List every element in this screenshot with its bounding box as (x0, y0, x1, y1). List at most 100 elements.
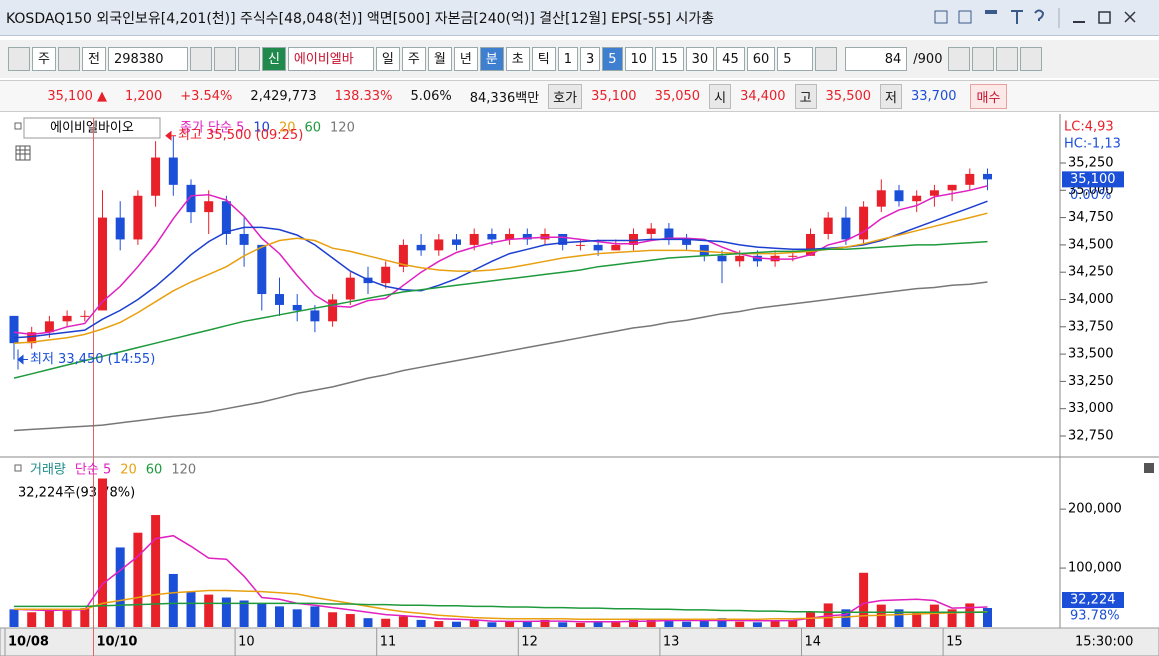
label: 호가 (548, 83, 583, 109)
volume-bar (381, 618, 391, 627)
y-tick-label: 100,000 (1068, 561, 1122, 576)
volume-bar (788, 619, 798, 627)
tool-icon[interactable] (1020, 47, 1043, 71)
volume-bar (151, 515, 161, 627)
period-button[interactable]: 초 (505, 47, 530, 71)
close[interactable] (1124, 11, 1136, 23)
y-tick-label: 35,250 (1068, 155, 1114, 170)
candle-body (168, 157, 178, 185)
current-price-box (1062, 171, 1124, 188)
candle-body (558, 233, 568, 245)
stock-name: 에이비엘바이오 (50, 121, 134, 136)
tool-icon[interactable] (996, 47, 1019, 71)
interval-button[interactable]: 1 (557, 47, 578, 71)
period-button[interactable]: 틱 (531, 47, 556, 71)
candle-body (717, 255, 727, 262)
candle-body (611, 244, 621, 251)
candle-body (646, 228, 656, 234)
volume-bar (558, 622, 568, 627)
stock-name[interactable]: 에이비엘바 (287, 47, 374, 71)
new-badge[interactable]: 신 (261, 47, 286, 71)
button[interactable]: 전 (81, 47, 106, 71)
period-button[interactable]: 주 (32, 47, 56, 71)
interval-button[interactable]: 45 (716, 47, 745, 71)
volume-bar (894, 609, 904, 627)
volume-bar (682, 621, 692, 627)
sound[interactable] (237, 47, 260, 71)
candle-body (221, 201, 231, 234)
volume-bar (770, 621, 780, 627)
change-label: 0.00% (1070, 188, 1111, 203)
candle-body (44, 321, 54, 333)
candle-body (292, 304, 302, 311)
icon[interactable] (1034, 9, 1045, 22)
volume-bar (133, 532, 143, 627)
interval-button[interactable]: 30 (685, 47, 715, 71)
legend-item: 종가 단순 5 (180, 121, 244, 136)
x-tick-label: 10/10 (97, 635, 138, 650)
candle-body (788, 255, 798, 257)
volume-bar (398, 616, 408, 627)
volume-bar (522, 621, 532, 627)
volume-bar (186, 591, 196, 627)
table-icon[interactable] (15, 145, 31, 161)
search[interactable] (213, 47, 236, 71)
title-text: KOSDAQ150 외국인보유[4,201(천)] 주식수[48,048(천)]… (6, 10, 715, 27)
volume-bar (912, 612, 922, 627)
volume-bar (257, 603, 267, 627)
candle-body (98, 217, 107, 311)
code-input[interactable]: 298380 (107, 47, 188, 71)
x-tick-label: 11 (380, 635, 397, 650)
interval-button[interactable]: 10 (624, 47, 654, 71)
change-rate: +3.54% (180, 88, 233, 104)
legend-item: 120 (330, 121, 355, 136)
icon (14, 464, 22, 472)
legend-item: 단순 5 (75, 463, 111, 478)
dropdown[interactable] (57, 47, 80, 71)
y-tick-label: 34,750 (1068, 210, 1114, 225)
icon[interactable] (1011, 10, 1023, 24)
x-tick-label: 15 (946, 635, 963, 650)
volume-bar (983, 608, 992, 627)
period-button[interactable]: 일 (375, 47, 400, 71)
candle-body (859, 206, 869, 240)
legend-item: 거래량 (30, 463, 66, 478)
icon[interactable] (958, 10, 972, 24)
candle-body (912, 195, 922, 202)
interval-button[interactable]: 5 (602, 47, 623, 71)
tool-icon[interactable] (972, 47, 995, 71)
count-input[interactable]: 84 (845, 47, 908, 71)
candle-body (735, 255, 745, 262)
dropdown[interactable] (815, 47, 838, 71)
volume-bar (735, 621, 745, 627)
maximize[interactable] (1098, 11, 1111, 24)
volume-bar (611, 622, 621, 627)
pane-icon[interactable] (1144, 463, 1154, 473)
volume-bar (593, 621, 603, 627)
interval-button[interactable]: 15 (655, 47, 684, 71)
period-button[interactable]: 주 (401, 47, 426, 71)
interval-button[interactable]: 3 (579, 47, 601, 71)
candle-body (929, 190, 939, 196)
period-button[interactable]: 분 (479, 47, 504, 71)
arrow (165, 130, 176, 141)
icon[interactable] (985, 10, 997, 14)
period-button[interactable]: 년 (453, 47, 478, 71)
buy-button[interactable]: 매수 (969, 83, 1008, 109)
candle-body (823, 217, 833, 234)
tool-icon[interactable] (948, 47, 971, 71)
icon-button[interactable] (8, 47, 30, 71)
candle-body (487, 233, 497, 240)
interval-button[interactable]: 60 (746, 47, 776, 71)
legend-item: 60 (304, 121, 321, 136)
candle-body (345, 277, 355, 300)
volume-bar (9, 609, 19, 627)
volume-bar (363, 618, 373, 627)
volume-bar (859, 572, 869, 627)
interval-select[interactable]: 5 (777, 47, 814, 71)
period-button[interactable]: 월 (427, 47, 452, 71)
candle-body (115, 217, 125, 240)
dropdown[interactable] (189, 47, 212, 71)
icon[interactable] (934, 10, 948, 24)
